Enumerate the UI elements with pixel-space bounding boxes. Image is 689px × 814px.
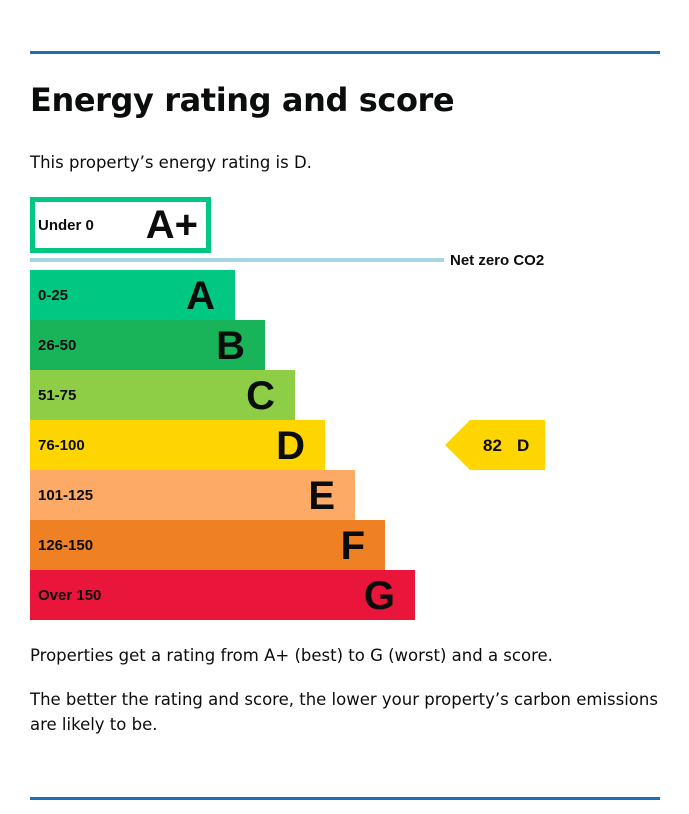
- intro-text: This property’s energy rating is D.: [30, 150, 660, 175]
- band-d-letter: D: [276, 424, 305, 468]
- band-b-letter: B: [216, 324, 245, 368]
- band-g-range: Over 150: [38, 587, 101, 604]
- band-a-plus-letter: A+: [146, 203, 198, 247]
- current-rating-score: 82: [483, 436, 502, 455]
- energy-rating-chart: Under 0 A+ 0-25 A 26-50 B 51-75 C 76-100 D 101-125…: [0, 190, 689, 630]
- top-divider: [30, 51, 660, 54]
- band-g-letter: G: [364, 574, 395, 618]
- rating-info-text: Properties get a rating from A+ (best) t…: [30, 643, 660, 668]
- band-b-range: 26-50: [38, 337, 76, 354]
- emissions-info-text: The better the rating and score, the low…: [30, 687, 660, 737]
- band-e-letter: E: [308, 474, 335, 518]
- band-c-letter: C: [246, 374, 275, 418]
- page-title: Energy rating and score: [30, 80, 454, 120]
- band-f-range: 126-150: [38, 537, 93, 554]
- band-e-range: 101-125: [38, 487, 93, 504]
- band-f-letter: F: [341, 524, 365, 568]
- band-a-range: 0-25: [38, 287, 68, 304]
- current-rating-letter: D: [517, 436, 529, 455]
- band-a-letter: A: [186, 274, 215, 318]
- band-d-range: 76-100: [38, 437, 85, 454]
- band-c-range: 51-75: [38, 387, 76, 404]
- band-a-plus-range: Under 0: [38, 217, 94, 234]
- net-zero-label: Net zero CO2: [450, 252, 544, 269]
- bottom-divider: [30, 797, 660, 800]
